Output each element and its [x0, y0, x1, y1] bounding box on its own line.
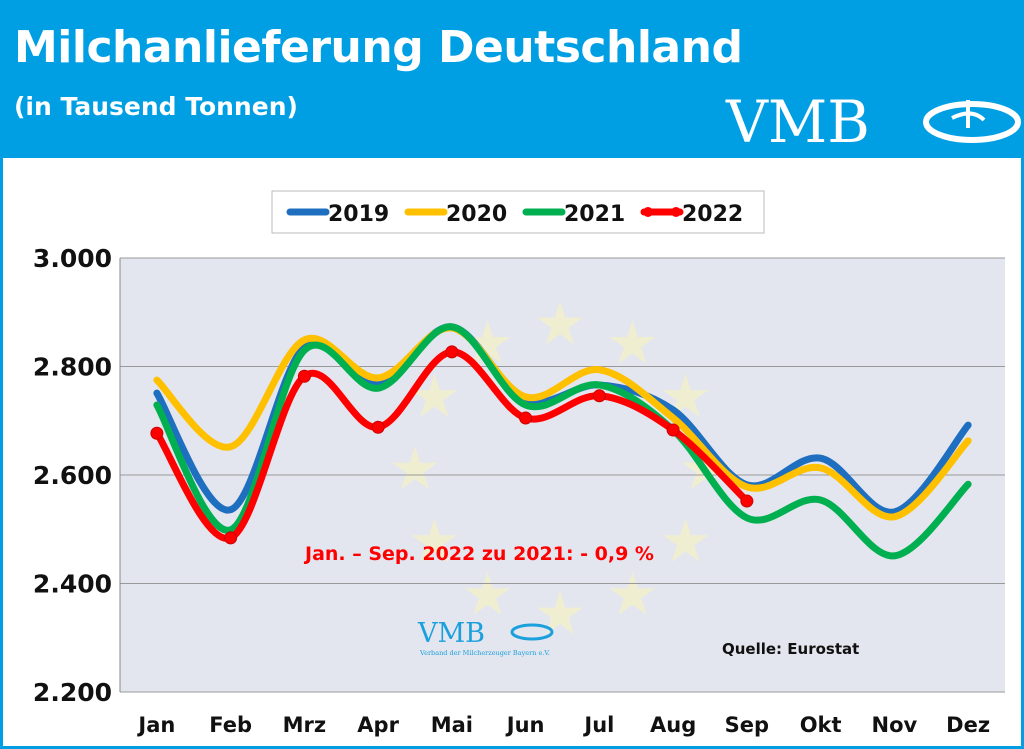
eu-star-icon [537, 301, 583, 345]
eu-star-icon [537, 591, 583, 635]
eu-star-icon [464, 320, 511, 364]
eu-stars-watermark [392, 301, 728, 635]
x-tick-label: Jul [582, 713, 614, 737]
header-banner: Milchanlieferung Deutschland (in Tausend… [0, 0, 1024, 150]
eu-star-icon [411, 518, 458, 562]
x-tick-label: Aug [650, 713, 696, 737]
eu-star-icon [609, 571, 656, 615]
page-subtitle: (in Tausend Tonnen) [14, 92, 298, 121]
series-line-2020 [153, 324, 972, 521]
data-point-2022 [371, 420, 385, 434]
eu-star-icon [411, 373, 458, 417]
x-tick-label: Mrz [283, 713, 326, 737]
series-line-2022 [153, 348, 751, 542]
x-tick-label: Jun [505, 713, 545, 737]
y-axis-labels: 2.200 2.400 2.600 2.800 3.000 [33, 244, 112, 707]
vmb-logo: VMB [725, 88, 1021, 148]
data-point-2022 [150, 426, 164, 440]
series-lines [150, 323, 972, 560]
page-title: Milchanlieferung Deutschland [14, 22, 743, 73]
gridlines [119, 257, 1005, 693]
data-point-2022 [666, 423, 680, 437]
y-tick-label: 2.800 [33, 353, 112, 382]
svg-text:Verband der Milcherzeuger Baye: Verband der Milcherzeuger Bayern e.V. [419, 649, 550, 657]
logo-swirl-icon [923, 101, 1021, 143]
data-point-2022 [592, 389, 606, 403]
data-point-2022 [445, 345, 459, 359]
vmb-small-logo: VMB Verband der Milcherzeuger Bayern e.V… [417, 618, 554, 657]
x-tick-label: Jan [136, 713, 175, 737]
legend-marker [671, 207, 681, 217]
legend: 2019 2020 2021 2022 [271, 190, 765, 234]
data-point-2022 [519, 411, 533, 425]
source-label: Quelle: Eurostat [722, 640, 859, 658]
eu-star-icon [609, 320, 656, 364]
eu-star-icon [392, 446, 438, 490]
legend-label-2022: 2022 [682, 202, 743, 227]
y-tick-label: 2.600 [33, 461, 112, 490]
x-tick-label: Feb [209, 713, 252, 737]
legend-marker [643, 207, 653, 217]
data-point-2022 [224, 531, 238, 545]
x-tick-label: Nov [872, 713, 918, 737]
legend-label-2021: 2021 [564, 202, 625, 227]
data-point-2022 [297, 369, 311, 383]
x-axis-labels: Jan Feb Mrz Apr Mai Jun Jul Aug Sep Okt Nov Dez [136, 713, 990, 737]
x-tick-label: Apr [357, 713, 399, 737]
x-tick-label: Okt [800, 713, 842, 737]
x-tick-label: Dez [946, 713, 990, 737]
legend-label-2020: 2020 [446, 202, 507, 227]
y-tick-label: 3.000 [33, 244, 112, 273]
change-annotation: Jan. – Sep. 2022 zu 2021: - 0,9 % [303, 543, 654, 565]
legend-label-2019: 2019 [328, 202, 389, 227]
data-point-2022 [740, 494, 754, 508]
y-tick-label: 2.400 [33, 570, 112, 599]
x-tick-label: Sep [725, 713, 769, 737]
eu-star-icon [662, 518, 709, 562]
y-tick-label: 2.200 [33, 678, 112, 707]
eu-star-icon [662, 373, 709, 417]
eu-star-icon [464, 571, 511, 615]
svg-text:VMB: VMB [725, 88, 870, 148]
svg-text:VMB: VMB [417, 618, 485, 649]
series-line-2021 [153, 323, 972, 560]
x-tick-label: Mai [431, 713, 473, 737]
